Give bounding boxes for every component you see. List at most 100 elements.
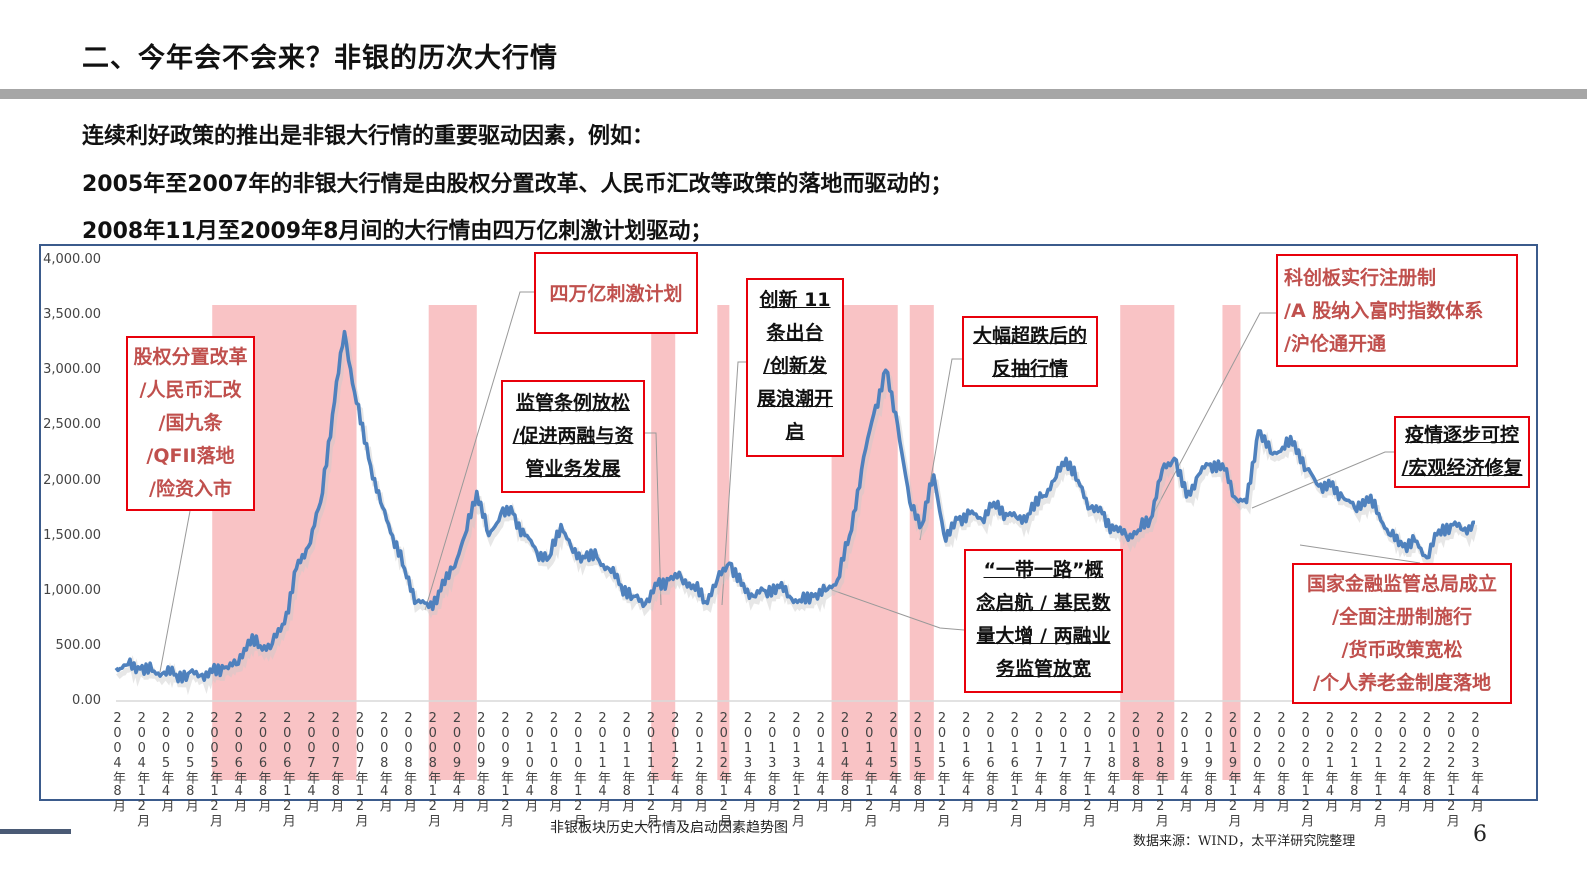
annotation-belt-and-road: “一带一路”概 念启航 / 基民数 量大增 / 两融业 务监管放宽 [964, 549, 1123, 693]
y-tick-label: 1,500.00 [43, 527, 101, 543]
x-tick-label: 2023年4月 [1468, 711, 1483, 812]
highlight-band [651, 305, 676, 780]
leader-line [1299, 544, 1421, 564]
x-tick-label: 2009年12月 [498, 711, 513, 827]
x-tick-label: 2006年4月 [231, 711, 247, 812]
x-tick-label: 2010年4月 [522, 711, 538, 812]
leader-line [919, 358, 962, 541]
chart-caption: 非银板块历史大行情及启动因素趋势图 [550, 820, 788, 836]
x-tick-label: 2022年12月 [1443, 711, 1459, 827]
annotation-innovation-11: 创新 11 条出台 /创新发 展浪潮开 启 [746, 278, 844, 457]
x-tick-label: 2012年8月 [692, 711, 707, 812]
highlight-band [717, 305, 730, 780]
y-tick-label: 500.00 [55, 637, 102, 653]
x-tick-label: 2009年4月 [449, 711, 465, 812]
x-tick-label: 2006年8月 [255, 711, 271, 812]
x-tick-label: 2010年12月 [570, 711, 586, 827]
x-tick-label: 2009年8月 [473, 711, 489, 812]
x-tick-label: 2019年4月 [1177, 711, 1192, 812]
x-tick-label: 2016年12月 [1007, 711, 1023, 827]
x-tick-label: 2014年8月 [837, 711, 853, 812]
x-tick-label: 2020年12月 [1298, 711, 1314, 827]
x-tick-label: 2010年8月 [546, 711, 562, 812]
x-tick-label: 2015年4月 [886, 711, 901, 812]
page-number: 6 [1473, 822, 1487, 847]
leader-line [1149, 312, 1276, 521]
leader-line [645, 432, 662, 606]
y-tick-label: 2,500.00 [43, 417, 101, 433]
x-tick-label: 2020年8月 [1274, 711, 1289, 812]
x-tick-label: 2013年12月 [789, 711, 804, 827]
series-line [114, 329, 1476, 684]
y-tick-label: 0.00 [72, 693, 101, 708]
x-tick-label: 2008年4月 [376, 711, 392, 812]
x-tick-label: 2007年12月 [352, 711, 368, 827]
header-divider [0, 89, 1587, 99]
x-tick-label: 2018年12月 [1152, 711, 1168, 827]
annotation-stimulus-plan: 四万亿刺激计划 [534, 252, 698, 334]
page-title: 二、今年会不会来？非银的历次大行情 [82, 43, 558, 74]
x-tick-label: 2013年4月 [740, 711, 756, 812]
annotation-star-market: 科创板实行注册制 /A 股纳入富时指数体系 /沪伦通开通 [1276, 254, 1518, 367]
highlight-band [909, 305, 934, 780]
annotation-pandemic-recovery: 疫情逐步可控 /宏观经济修复 [1394, 416, 1530, 488]
x-tick-label: 2011年4月 [595, 711, 610, 812]
x-tick-label: 2014年12月 [861, 711, 877, 827]
x-tick-label: 2007年4月 [304, 711, 319, 812]
leader-line [831, 589, 965, 631]
annotation-equity-reform: 股权分置改革 /人民币汇改 /国九条 /QFII落地 /险资入市 [126, 336, 255, 511]
y-tick-label: 3,000.00 [43, 362, 101, 378]
x-tick-label: 2021年4月 [1322, 711, 1338, 812]
intro-line-2: 2005年至2007年的非银大行情是由股权分置改革、人民币汇改等政策的落地而驱动… [82, 172, 953, 197]
x-tick-label: 2022年8月 [1419, 711, 1435, 812]
leader-line [1251, 451, 1394, 509]
x-tick-label: 2005年12月 [207, 711, 222, 827]
intro-line-3: 2008年11月至2009年8月间的大行情由四万亿刺激计划驱动； [82, 219, 713, 244]
x-tick-label: 2011年8月 [619, 711, 635, 812]
x-tick-label: 2005年8月 [182, 711, 198, 812]
x-tick-label: 2004年8月 [110, 711, 125, 812]
y-tick-label: 1,000.00 [43, 582, 101, 598]
annotation-financial-regulator: 国家金融监管总局成立 /全面注册制施行 /货币政策宽松 /个人养老金制度落地 [1292, 563, 1512, 704]
x-tick-label: 2019年8月 [1201, 711, 1217, 812]
x-tick-label: 2018年8月 [1128, 711, 1144, 812]
x-tick-label: 2016年4月 [958, 711, 974, 812]
x-tick-label: 2007年8月 [328, 711, 344, 812]
leader-line [159, 510, 191, 673]
y-tick-label: 3,500.00 [43, 307, 101, 323]
x-tick-label: 2015年12月 [934, 711, 950, 827]
y-tick-label: 2,000.00 [43, 472, 101, 488]
footer-accent-bar [0, 829, 71, 834]
x-tick-label: 2013年8月 [764, 711, 780, 812]
x-tick-label: 2021年8月 [1346, 711, 1362, 812]
x-tick-label: 2012年12月 [716, 711, 732, 827]
leader-line [721, 361, 746, 606]
x-tick-label: 2005年4月 [158, 711, 174, 812]
x-tick-label: 2012年4月 [667, 711, 683, 812]
x-tick-label: 2014年4月 [813, 711, 829, 812]
x-tick-label: 2008年12月 [425, 711, 441, 827]
leader-line [424, 291, 534, 611]
x-tick-label: 2015年8月 [910, 711, 926, 812]
x-tick-label: 2017年8月 [1055, 711, 1071, 812]
highlight-band [1222, 305, 1241, 780]
annotation-leader-lines [159, 291, 1421, 673]
x-tick-label: 2016年8月 [983, 711, 998, 812]
x-tick-label: 2008年8月 [401, 711, 416, 812]
y-tick-label: 4,000.00 [43, 252, 101, 267]
annotation-oversold-rebound: 大幅超跌后的 反抽行情 [962, 316, 1098, 387]
annotation-regulation-relaxation: 监管条例放松 /促进两融与资 管业务发展 [501, 380, 645, 493]
data-source: 数据来源：WIND，太平洋研究院整理 [1133, 834, 1356, 849]
x-tick-label: 2004年12月 [134, 711, 150, 827]
x-tick-label: 2022年4月 [1395, 711, 1411, 812]
x-tick-label: 2020年4月 [1249, 711, 1265, 812]
highlight-band [428, 305, 477, 780]
x-tick-label: 2017年4月 [1031, 711, 1047, 812]
chart-frame [39, 244, 1538, 801]
intro-line-1: 连续利好政策的推出是非银大行情的重要驱动因素，例如： [82, 124, 655, 149]
x-tick-label: 2017年12月 [1080, 711, 1095, 827]
x-tick-label: 2019年12月 [1225, 711, 1241, 827]
x-tick-label: 2018年4月 [1104, 711, 1120, 812]
x-tick-label: 2006年12月 [279, 711, 295, 827]
x-tick-label: 2011年12月 [643, 711, 659, 827]
